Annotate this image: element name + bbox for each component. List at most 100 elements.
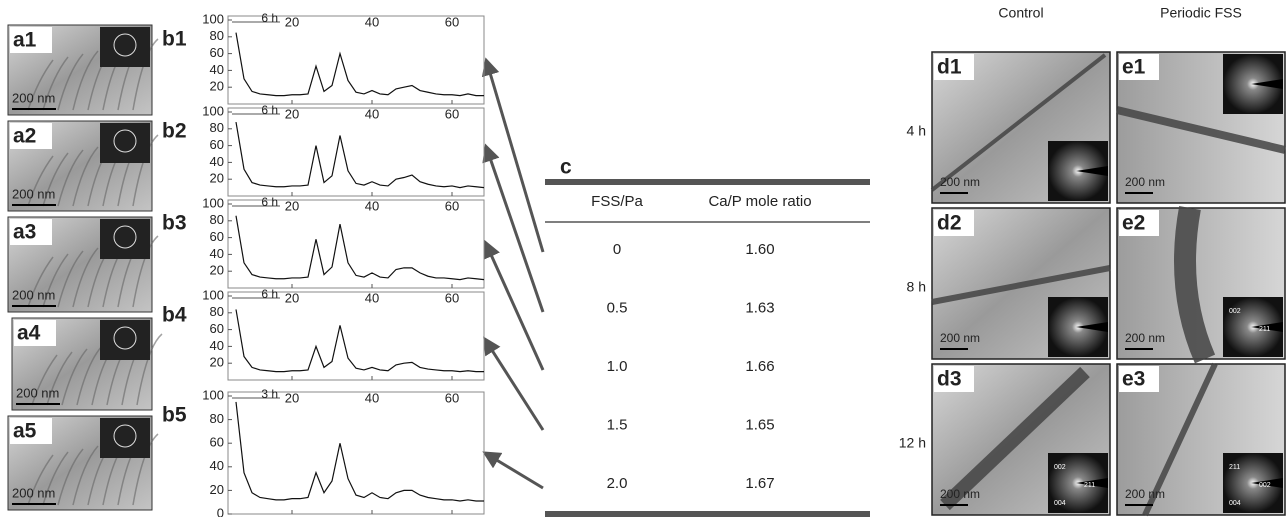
texture bbox=[27, 256, 54, 308]
inset-label: 211 bbox=[1229, 464, 1240, 471]
column-title: Periodic FSS bbox=[1160, 5, 1242, 21]
x-tick-label: 60 bbox=[445, 390, 459, 405]
y-tick-label: 100 bbox=[202, 103, 224, 118]
texture bbox=[57, 448, 84, 506]
plot-frame bbox=[227, 391, 485, 515]
panel-label: e1 bbox=[1122, 56, 1146, 79]
panel-label: a5 bbox=[13, 420, 37, 443]
xrd-trace bbox=[235, 121, 485, 189]
x-tick-label: 40 bbox=[365, 290, 379, 305]
scale-bar-label: 200 nm bbox=[940, 487, 980, 501]
x-tick-label: 20 bbox=[285, 290, 299, 305]
texture bbox=[57, 53, 84, 111]
rule-top bbox=[545, 179, 870, 185]
y-tick-label: 40 bbox=[210, 246, 224, 261]
xrd-trace bbox=[235, 309, 484, 373]
inset-label: 211 bbox=[1084, 482, 1095, 489]
time-label: 6 h bbox=[261, 11, 278, 25]
panel-label: d3 bbox=[937, 368, 962, 391]
scale-bar-label: 200 nm bbox=[12, 90, 55, 105]
label-box bbox=[10, 219, 52, 245]
label-box bbox=[934, 54, 974, 80]
inset bbox=[100, 418, 150, 458]
inset-label: 002 bbox=[1229, 308, 1241, 315]
texture bbox=[72, 445, 99, 506]
texture bbox=[27, 454, 54, 506]
table-cell: 0.5 bbox=[607, 299, 628, 316]
texture bbox=[27, 59, 54, 111]
x-tick-label: 60 bbox=[445, 290, 459, 305]
x-tick-label: 40 bbox=[365, 390, 379, 405]
y-tick-label: 40 bbox=[210, 154, 224, 169]
inset-label: 002 bbox=[1259, 482, 1271, 489]
texture bbox=[31, 354, 58, 406]
y-tick-label: 40 bbox=[210, 338, 224, 353]
panel-label: b2 bbox=[162, 120, 187, 143]
panel-label: b5 bbox=[162, 404, 187, 427]
y-tick-label: 40 bbox=[210, 62, 224, 77]
x-tick-label: 60 bbox=[445, 106, 459, 121]
time-label: 6 h bbox=[261, 103, 278, 117]
scale-bar-label: 200 nm bbox=[940, 331, 980, 345]
panel-label: a1 bbox=[13, 29, 37, 52]
texture bbox=[42, 253, 69, 308]
diffraction-ring bbox=[113, 129, 137, 153]
y-tick-label: 100 bbox=[202, 195, 224, 210]
table-cell: 0 bbox=[613, 241, 621, 258]
y-tick-label: 80 bbox=[210, 120, 224, 135]
panel-label: c bbox=[560, 156, 572, 179]
beam-stop bbox=[1076, 478, 1108, 488]
plot-frame bbox=[227, 15, 485, 105]
label-box bbox=[1119, 54, 1159, 80]
panel-label: d2 bbox=[937, 212, 962, 235]
fiber bbox=[1142, 362, 1218, 517]
label-box bbox=[10, 418, 52, 444]
panel-label: a4 bbox=[17, 322, 41, 345]
inset bbox=[100, 320, 150, 360]
label-box bbox=[1119, 210, 1159, 236]
table-cell: 1.65 bbox=[745, 416, 774, 433]
inset-label: 004 bbox=[1229, 500, 1241, 507]
x-tick-label: 40 bbox=[365, 106, 379, 121]
plot-frame bbox=[227, 291, 485, 381]
texture bbox=[132, 433, 159, 506]
inset-label: 004 bbox=[1054, 500, 1066, 507]
fiber bbox=[940, 366, 1090, 511]
scale-bar-label: 200 nm bbox=[940, 175, 980, 189]
x-tick-label: 20 bbox=[285, 14, 299, 29]
beam-stop bbox=[1251, 478, 1283, 488]
texture bbox=[57, 250, 84, 308]
y-tick-label: 80 bbox=[210, 28, 224, 43]
texture bbox=[42, 152, 69, 207]
y-tick-label: 0 bbox=[217, 505, 224, 517]
texture bbox=[72, 146, 99, 207]
y-tick-label: 80 bbox=[210, 212, 224, 227]
texture bbox=[57, 149, 84, 207]
texture bbox=[61, 348, 88, 406]
xrd-trace bbox=[235, 401, 484, 502]
panel-label: b3 bbox=[162, 212, 187, 235]
y-tick-label: 20 bbox=[210, 79, 224, 94]
y-tick-label: 20 bbox=[210, 171, 224, 186]
scale-bar-label: 200 nm bbox=[1125, 331, 1165, 345]
inset bbox=[100, 219, 150, 259]
label-box bbox=[14, 320, 56, 346]
panel-label: e3 bbox=[1122, 368, 1145, 391]
beam-stop bbox=[1251, 79, 1283, 89]
panel-label: e2 bbox=[1122, 212, 1145, 235]
panel-label: a2 bbox=[13, 125, 36, 148]
texture bbox=[27, 155, 54, 207]
table-cell: 1.63 bbox=[745, 299, 774, 316]
y-tick-label: 40 bbox=[210, 458, 224, 473]
x-tick-label: 60 bbox=[445, 198, 459, 213]
time-label: 6 h bbox=[261, 195, 278, 209]
inset-label: 002 bbox=[1054, 464, 1066, 471]
table-cell: 1.0 bbox=[607, 358, 628, 375]
scale-bar-label: 200 nm bbox=[1125, 487, 1165, 501]
texture bbox=[132, 235, 159, 308]
diffraction-ring bbox=[113, 424, 137, 448]
table-cell: 1.5 bbox=[607, 416, 628, 433]
scale-bar-label: 200 nm bbox=[12, 186, 55, 201]
y-tick-label: 20 bbox=[210, 263, 224, 278]
